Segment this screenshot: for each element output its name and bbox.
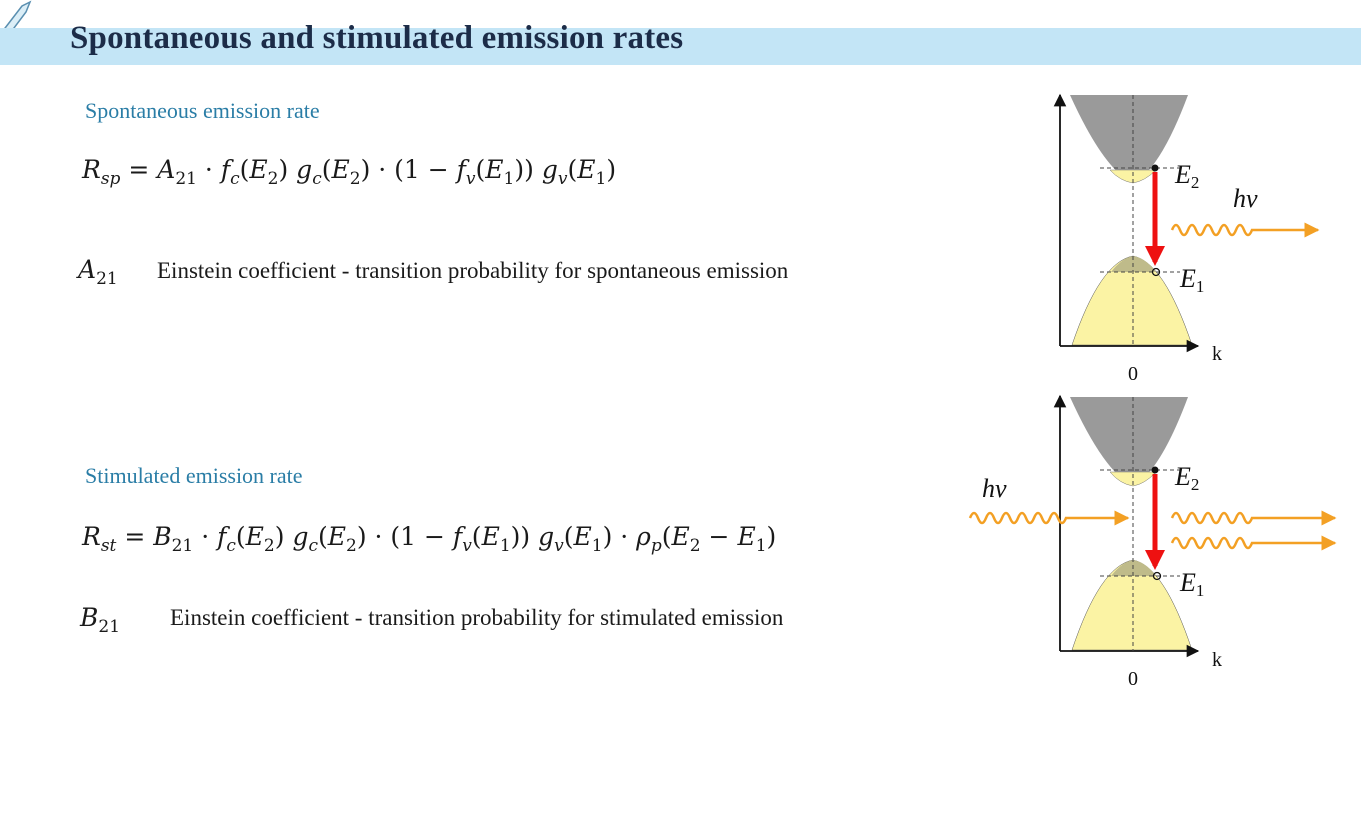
e1-label: E1 [1179,264,1204,296]
hole-dot [1152,571,1162,581]
hole-dot [1151,267,1161,277]
electron-dot [1151,164,1159,172]
b21-symbol: B21 [80,603,121,637]
k-axis-label: k [1212,649,1222,671]
stimulated-rate-equation: Rst = B21 · fc(E2) gc(E2) · (1 − fv(E1))… [82,522,777,556]
photon-label: hν [1233,184,1258,213]
conduction-band [1070,95,1188,183]
e2-label: E2 [1174,160,1199,192]
spontaneous-band-diagram: E2 E1 hν k 0 [1053,93,1320,385]
conduction-band [1070,397,1188,486]
spontaneous-rate-equation: Rsp = A21 · fc(E2) gc(E2) · (1 − fv(E1))… [82,155,617,189]
incident-photon-wave [968,510,1130,526]
stimulated-photon-wave-1 [1170,510,1337,526]
conduction-band-filled [1109,471,1157,487]
a21-description: Einstein coefficient - transition probab… [157,258,789,283]
electron-dot [1151,466,1159,474]
stimulated-band-diagram: E2 E1 hν k 0 [968,394,1337,690]
e2-label: E2 [1174,462,1199,494]
photon-label: hν [982,474,1007,503]
a21-symbol: A21 [78,255,118,289]
k-axis-label: k [1212,343,1222,365]
emitted-photon-wave [1170,222,1320,238]
spontaneous-label: Spontaneous emission rate [85,98,320,123]
origin-label: 0 [1128,668,1138,690]
e1-label: E1 [1179,568,1204,600]
origin-label: 0 [1128,363,1138,385]
stimulated-label: Stimulated emission rate [85,463,303,488]
title-band [0,28,1361,65]
slide-title: Spontaneous and stimulated emission rate… [70,20,684,56]
stimulated-photon-wave-2 [1170,535,1337,551]
b21-description: Einstein coefficient - transition probab… [170,605,784,630]
